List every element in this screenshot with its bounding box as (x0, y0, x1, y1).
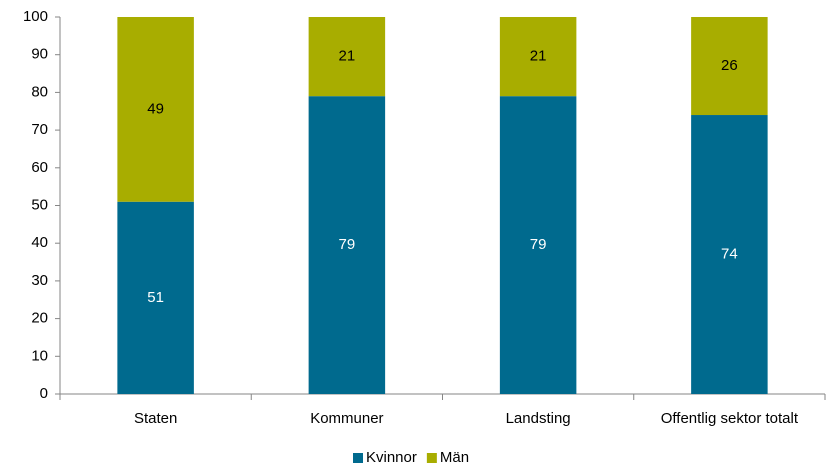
data-label: 79 (339, 236, 356, 253)
bar-segment (691, 115, 768, 395)
y-tick-label: 90 (31, 46, 48, 63)
x-tick-label: Staten (134, 410, 177, 427)
y-tick-label: 40 (31, 234, 48, 251)
bar-segment (499, 17, 577, 97)
y-tick-label: 100 (23, 8, 48, 25)
legend-label: Män (440, 449, 469, 466)
x-tick-label: Offentlig sektor totalt (661, 410, 799, 427)
data-label: 79 (530, 236, 547, 253)
bar-segment (308, 17, 386, 97)
data-label: 74 (721, 245, 738, 262)
bar-segment (691, 17, 768, 116)
bar-segment (308, 96, 386, 395)
data-label: 49 (147, 100, 164, 117)
bar-segment (117, 17, 194, 202)
y-tick-label: 70 (31, 121, 48, 138)
legend-label: Kvinnor (366, 449, 417, 466)
y-tick-label: 30 (31, 272, 48, 289)
data-label: 21 (339, 48, 356, 65)
legend-swatch (353, 453, 363, 463)
x-tick-label: Landsting (506, 410, 571, 427)
legend-swatch (426, 453, 437, 463)
data-label: 51 (147, 289, 164, 306)
data-label: 21 (530, 48, 547, 65)
y-tick-label: 20 (31, 310, 48, 327)
bar-segment (117, 201, 194, 394)
bar-segment (499, 96, 577, 395)
x-tick-label: Kommuner (310, 410, 383, 427)
y-tick-label: 50 (31, 196, 48, 213)
y-tick-label: 80 (31, 83, 48, 100)
y-tick-label: 0 (40, 385, 48, 402)
data-label: 26 (721, 57, 738, 74)
y-tick-label: 60 (31, 159, 48, 176)
y-tick-label: 10 (31, 347, 48, 364)
